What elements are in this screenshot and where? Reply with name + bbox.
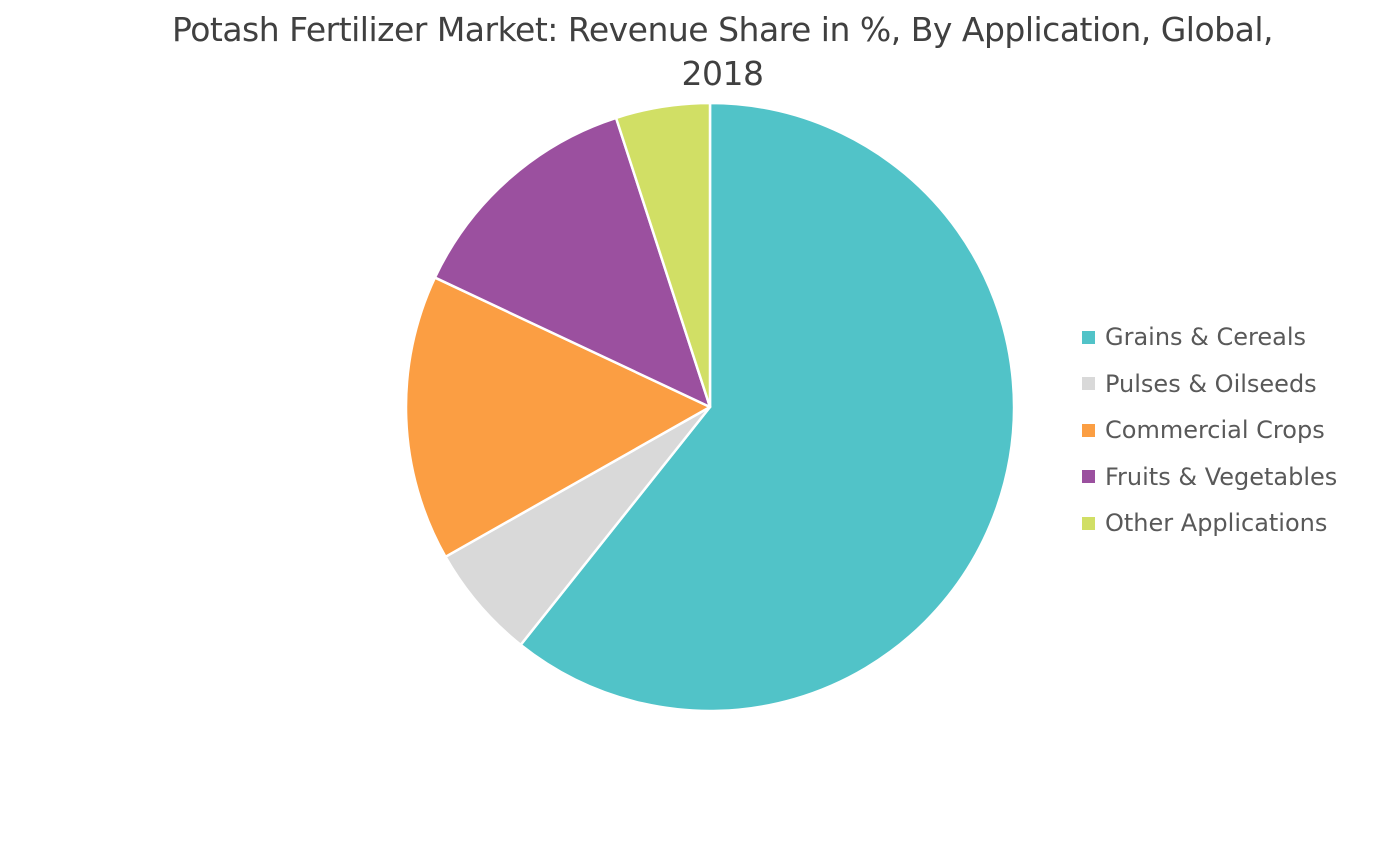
legend-swatch: [1082, 377, 1095, 391]
legend-label: Commercial Crops: [1105, 416, 1325, 445]
legend-item-grains-cereals: Grains & Cereals: [1082, 314, 1337, 361]
legend-item-commercial-crops: Commercial Crops: [1082, 407, 1337, 454]
pie-slice-fruits-vegetables: [433, 116, 712, 409]
legend-swatch: [1082, 516, 1095, 530]
legend-label: Other Applications: [1105, 509, 1328, 538]
pie-slice-other-applications: [614, 101, 712, 409]
legend-item-pulses-oilseeds: Pulses & Oilseeds: [1082, 361, 1337, 408]
legend-swatch: [1082, 470, 1095, 484]
chart-title-line-1: Potash Fertilizer Market: Revenue Share …: [171, 10, 1274, 49]
chart-title-line-2: 2018: [681, 54, 764, 93]
legend-swatch: [1082, 423, 1095, 437]
legend-label: Pulses & Oilseeds: [1105, 369, 1317, 398]
legend-label: Fruits & Vegetables: [1105, 462, 1338, 491]
legend-item-other-applications: Other Applications: [1082, 500, 1337, 547]
legend-item-fruits-vegetables: Fruits & Vegetables: [1082, 454, 1337, 501]
chart-title: Potash Fertilizer Market: Revenue Share …: [0, 8, 1399, 96]
legend: Grains & Cereals Pulses & Oilseeds Comme…: [1082, 314, 1337, 547]
pie-slice-grains-cereals: [519, 101, 1016, 713]
pie-slices: [404, 101, 1016, 713]
pie-slice-pulses-oilseeds: [444, 405, 712, 647]
pie-slice-commercial-crops: [404, 276, 712, 559]
legend-swatch: [1082, 330, 1095, 344]
legend-label: Grains & Cereals: [1105, 323, 1307, 352]
